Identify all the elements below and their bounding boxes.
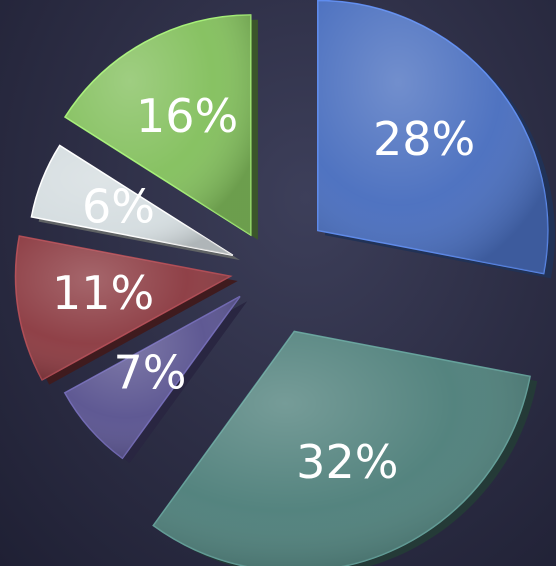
pie-slice-gloss <box>317 0 548 274</box>
slice-label: 32% <box>296 435 398 489</box>
slice-label: 28% <box>373 112 475 166</box>
pie-slice-3 <box>63 295 248 464</box>
pie-slice-1 <box>317 0 555 279</box>
slice-label: 11% <box>52 266 154 320</box>
pie-slice-gloss <box>64 296 240 459</box>
pie-slice-gloss <box>153 331 531 566</box>
slice-label: 7% <box>113 345 186 399</box>
pie-slice-2 <box>152 330 538 566</box>
pie-slice-gloss <box>15 235 231 380</box>
pie-slice-gloss <box>31 145 233 256</box>
slice-label: 16% <box>136 89 238 143</box>
pie-slice-gloss <box>64 14 251 235</box>
slice-label: 6% <box>82 179 155 233</box>
pie-slice-6 <box>63 14 258 240</box>
pie-slice-5 <box>30 144 241 261</box>
pie-slice-4 <box>14 235 238 385</box>
